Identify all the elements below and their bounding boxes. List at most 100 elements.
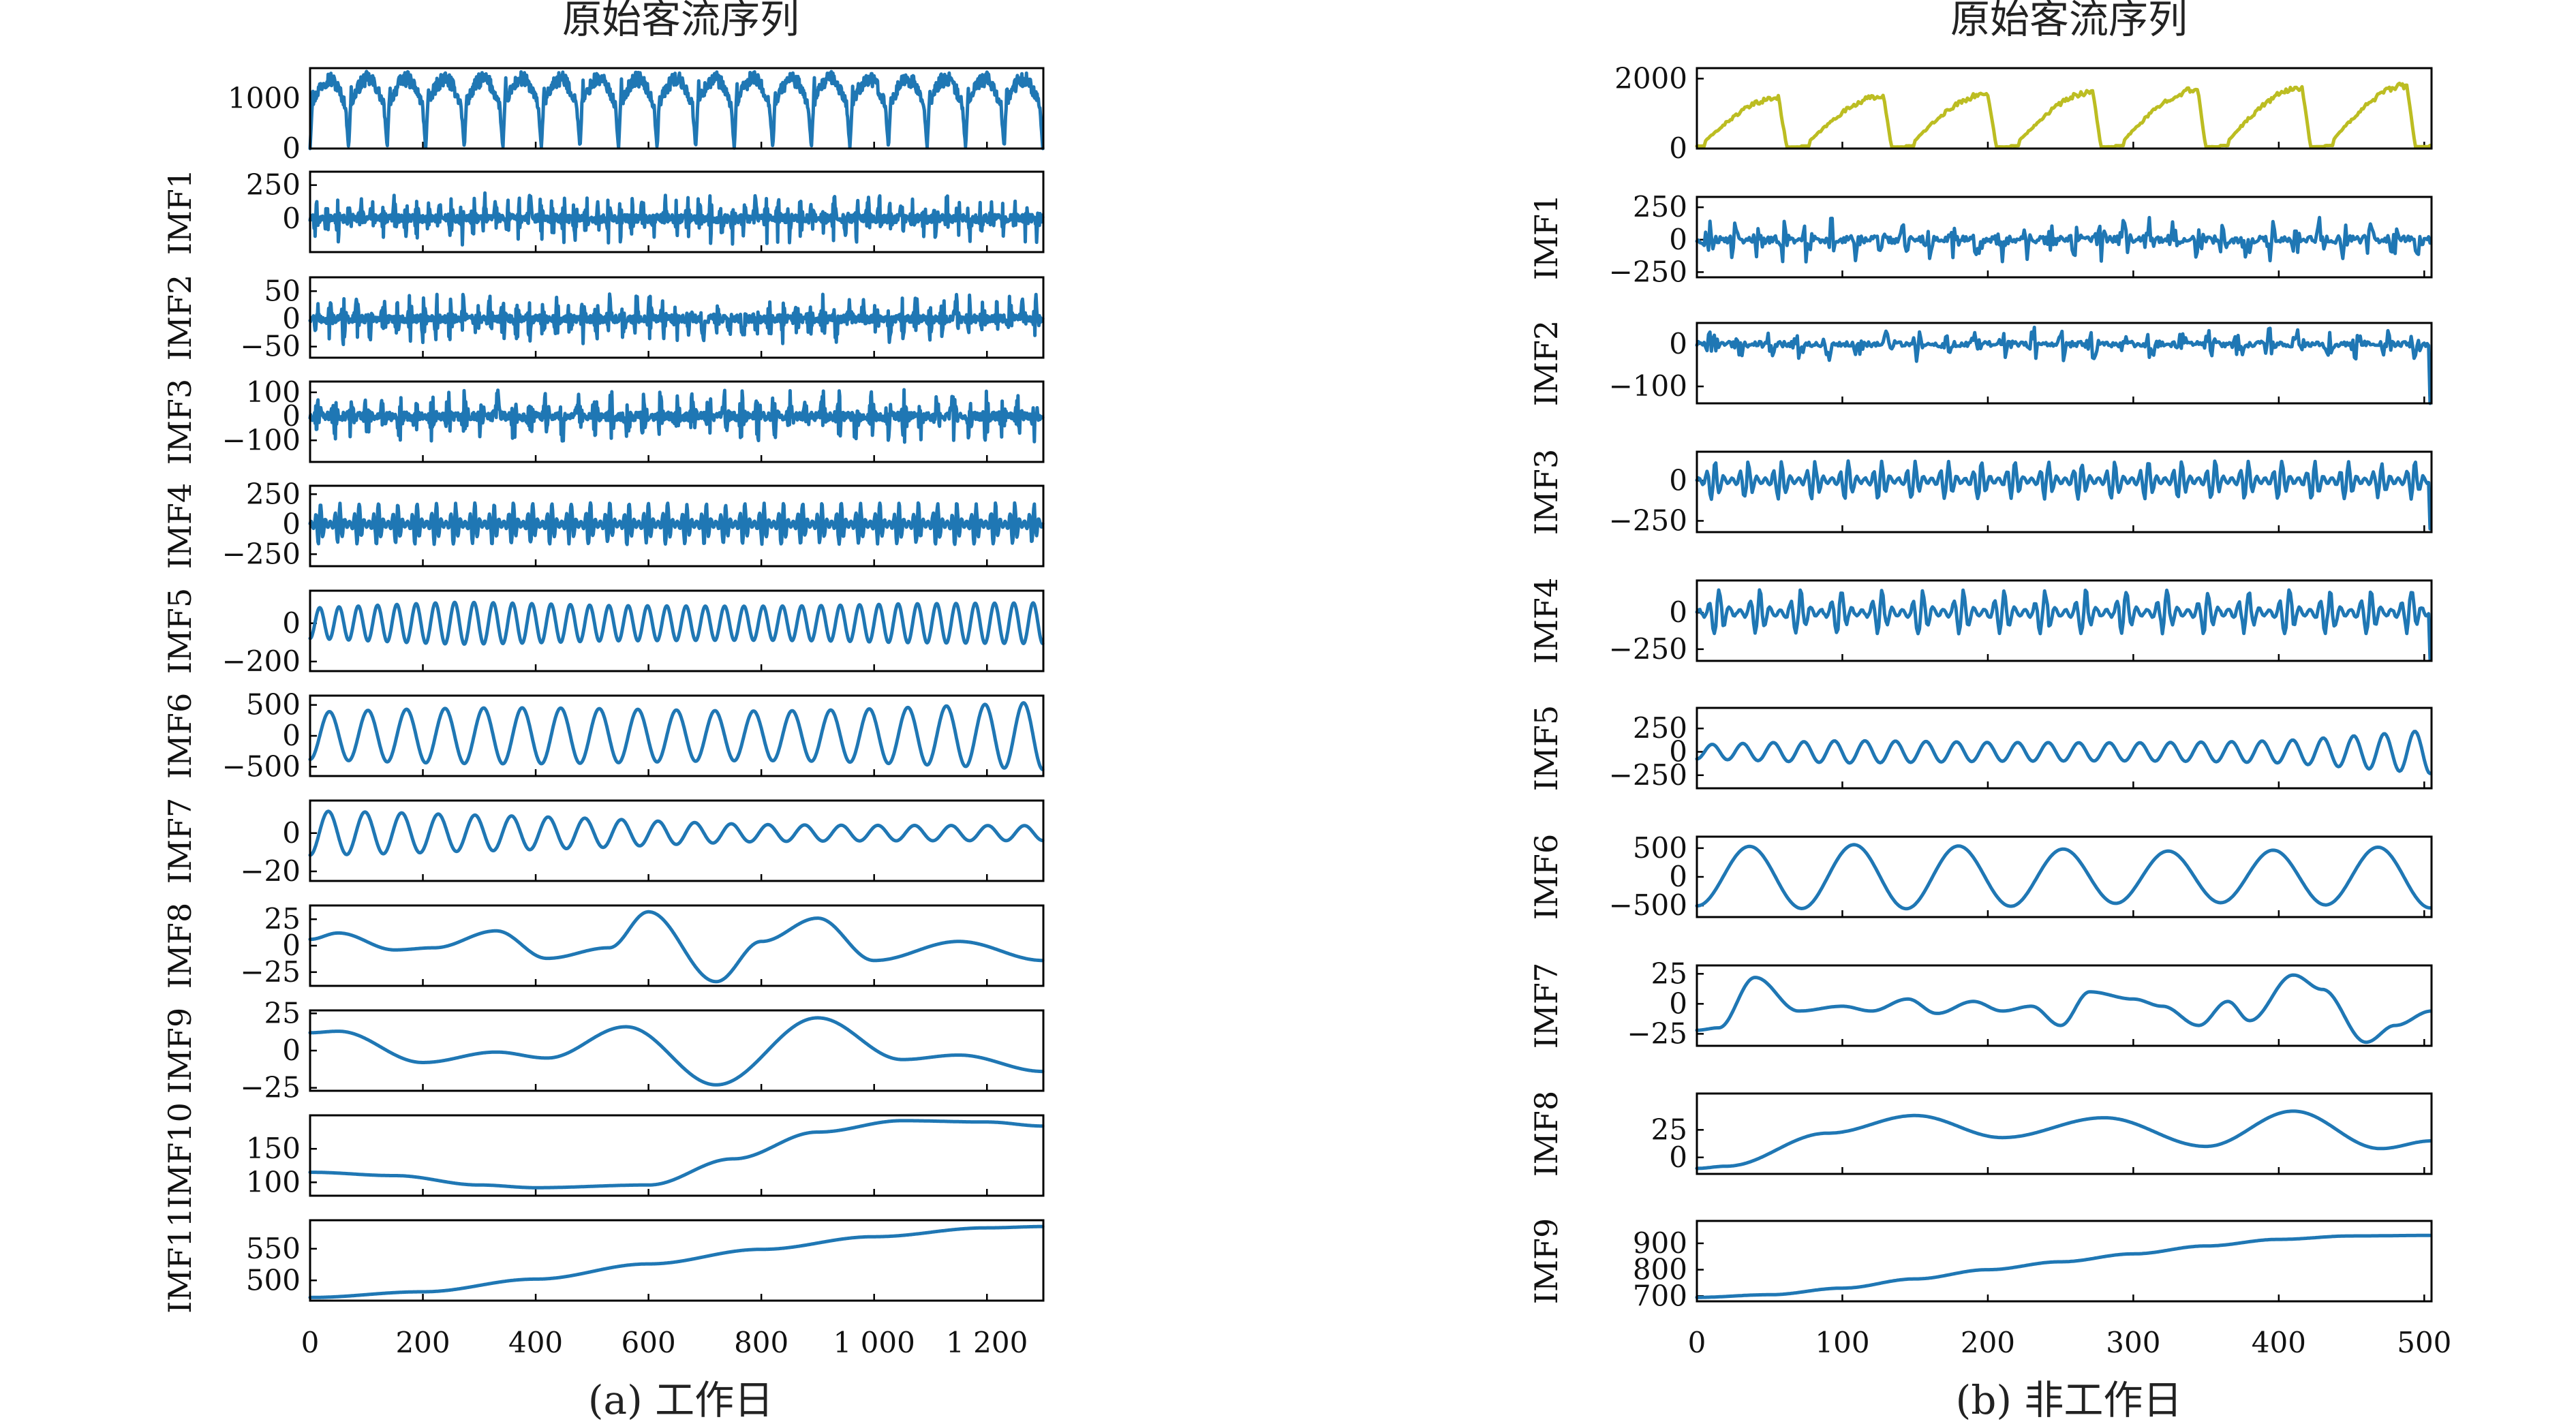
y-tick-label: 0 — [1669, 987, 1687, 1020]
plot-frame — [309, 67, 1045, 150]
x-tick-label: 1 200 — [946, 1326, 1028, 1359]
x-tick-label: 400 — [508, 1326, 563, 1359]
y-tick-label: −500 — [1609, 888, 1687, 922]
y-tick-label: 250 — [246, 168, 301, 202]
y-tick-label: 0 — [282, 131, 301, 165]
y-tick-label: 0 — [282, 1034, 301, 1067]
y-tick-label: 0 — [282, 816, 301, 850]
b-ylabel-IMF3: IMF3 — [1528, 449, 1565, 535]
y-tick-label: 100 — [246, 375, 301, 409]
a-series-IMF3 — [308, 388, 1045, 444]
y-tick-label: 900 — [1633, 1226, 1687, 1260]
a-series-IMF4 — [308, 501, 1045, 546]
a-subplot-9: −25 0 25 IMF9 — [162, 996, 1045, 1104]
a-series-IMF5 — [308, 600, 1045, 646]
y-tick-label: −25 — [240, 955, 301, 989]
y-tick-label: 0 — [282, 302, 301, 335]
y-tick-label: 0 — [282, 719, 301, 752]
a-series-IMF11 — [308, 1224, 1045, 1299]
plot-frame — [309, 694, 1045, 777]
b-series-IMF5 — [1695, 730, 2432, 775]
a-series-IMF8 — [308, 910, 1045, 984]
a-subplot-7: −20 0 IMF7 — [162, 798, 1045, 888]
y-tick-label: 25 — [1651, 1113, 1687, 1146]
a-ylabel-IMF1: IMF1 — [162, 169, 198, 255]
y-tick-label: 500 — [246, 1263, 301, 1297]
plot-frame — [1696, 579, 2433, 662]
a-ylabel-IMF5: IMF5 — [162, 588, 198, 674]
y-tick-label: 25 — [264, 902, 301, 935]
y-tick-label: 25 — [1651, 957, 1687, 990]
y-tick-label: 800 — [1633, 1253, 1687, 1286]
x-tick-label: 200 — [395, 1326, 450, 1359]
a-series-IMF9 — [308, 1016, 1045, 1087]
x-tick-label: 100 — [1815, 1326, 1869, 1359]
y-tick-label: −20 — [240, 854, 301, 888]
plot-frame — [1696, 67, 2433, 150]
b-series-IMF9 — [1695, 1233, 2432, 1299]
a-ylabel-IMF7: IMF7 — [162, 798, 198, 884]
b-subplot-2: −100 0 IMF2 — [1528, 320, 2433, 406]
b-ylabel-IMF6: IMF6 — [1528, 834, 1565, 920]
b-series-IMF4 — [1695, 588, 2432, 662]
b-subplot-8: 025 IMF8 — [1528, 1091, 2433, 1177]
y-tick-label: 0 — [282, 202, 301, 235]
y-tick-label: 0 — [282, 606, 301, 640]
x-tick-label: 500 — [2397, 1326, 2451, 1359]
y-tick-label: −100 — [1609, 369, 1687, 403]
b-ylabel-IMF7: IMF7 — [1528, 963, 1565, 1049]
b-series-IMF2 — [1695, 326, 2432, 405]
y-tick-label: 0 — [282, 399, 301, 433]
y-tick-label: 700 — [1633, 1279, 1687, 1312]
panel-a-plots: 010000250IMF1−50050IMF2−1000100IMF3−2500… — [162, 67, 1045, 1359]
plot-frame — [309, 799, 1045, 882]
plot-frame — [1696, 1092, 2433, 1175]
y-tick-label: 0 — [1669, 734, 1687, 768]
y-tick-label: 0 — [1669, 327, 1687, 360]
y-tick-label: −25 — [240, 1071, 301, 1104]
y-tick-label: 100 — [246, 1165, 301, 1198]
y-tick-label: 250 — [246, 477, 301, 510]
y-tick-label: 0 — [1669, 223, 1687, 256]
y-tick-label: −50 — [240, 330, 301, 363]
y-tick-label: −250 — [1609, 758, 1687, 792]
plot-frame — [309, 276, 1045, 359]
y-tick-label: −250 — [1609, 632, 1687, 666]
a-ylabel-IMF9: IMF9 — [162, 1008, 198, 1094]
x-tick-label: 200 — [1961, 1326, 2015, 1359]
y-tick-label: 0 — [1669, 1141, 1687, 1174]
x-tick-label: 0 — [301, 1326, 320, 1359]
y-tick-label: 0 — [1669, 860, 1687, 893]
y-tick-label: −250 — [1609, 255, 1687, 288]
y-tick-label: 25 — [264, 996, 301, 1029]
a-series-IMF2 — [308, 292, 1045, 347]
plot-frame — [309, 380, 1045, 463]
a-ylabel-IMF8: IMF8 — [162, 903, 198, 989]
a-series-IMF1 — [308, 191, 1045, 247]
x-tick-label: 400 — [2252, 1326, 2306, 1359]
x-tick-label: 0 — [1688, 1326, 1706, 1359]
a-ylabel-IMF2: IMF2 — [162, 275, 198, 360]
b-series-IMF7 — [1695, 973, 2432, 1044]
y-tick-label: 0 — [1669, 463, 1687, 497]
b-ylabel-IMF4: IMF4 — [1528, 578, 1565, 664]
x-tick-label: 800 — [734, 1326, 788, 1359]
b-ylabel-IMF2: IMF2 — [1528, 320, 1565, 406]
plot-frame — [1696, 322, 2433, 405]
panel-b-title: 原始客流序列 — [1950, 0, 2188, 42]
b-series-IMF3 — [1695, 459, 2432, 531]
x-tick-label: 1 000 — [833, 1326, 915, 1359]
